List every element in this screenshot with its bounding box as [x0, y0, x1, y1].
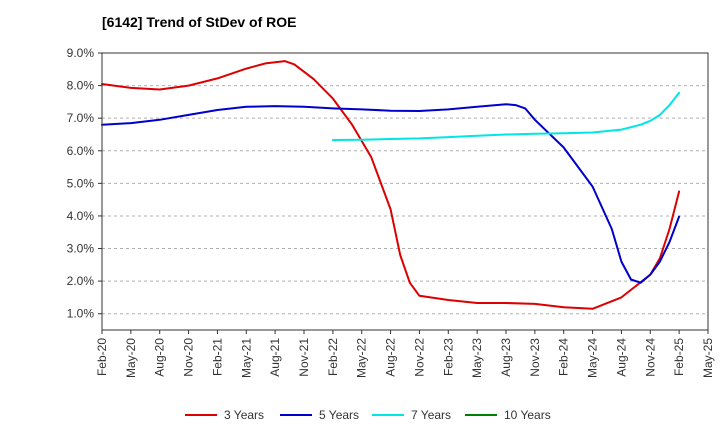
legend-label: 10 Years — [504, 408, 551, 422]
y-tick-label: 9.0% — [67, 46, 95, 60]
legend-item: 3 Years — [185, 408, 264, 422]
x-axis-ticks: Feb-20 May-20 Aug-20 Nov-20 Feb-21 May-21 Aug-… — [95, 330, 715, 378]
series-lines — [101, 60, 681, 310]
y-tick-label: 1.0% — [67, 307, 95, 321]
x-tick-label: May-24 — [586, 338, 600, 378]
x-tick-label: May-23 — [470, 338, 484, 378]
plot-area-frame — [101, 52, 709, 331]
series-line-5-years — [101, 103, 681, 284]
legend-item: 5 Years — [280, 408, 359, 422]
x-tick-label: Feb-25 — [672, 338, 686, 376]
x-tick-label: Feb-20 — [95, 338, 109, 376]
x-tick-label: Aug-24 — [614, 338, 628, 377]
x-tick-label: Aug-20 — [153, 338, 167, 377]
chart-title: [6142] Trend of StDev of ROE — [102, 14, 296, 30]
x-tick-label: May-22 — [355, 338, 369, 378]
y-tick-label: 7.0% — [67, 111, 95, 125]
x-tick-label: Feb-23 — [441, 338, 455, 376]
y-tick-label: 6.0% — [67, 144, 95, 158]
x-tick-label: Nov-23 — [528, 338, 542, 377]
x-tick-label: May-20 — [124, 338, 138, 378]
y-tick-label: 2.0% — [67, 274, 95, 288]
x-tick-label: Aug-23 — [499, 338, 513, 377]
x-tick-label: Feb-24 — [557, 338, 571, 376]
x-tick-label: May-25 — [701, 338, 715, 378]
x-tick-label: Nov-22 — [412, 338, 426, 377]
x-tick-label: Aug-22 — [384, 338, 398, 377]
legend: 3 Years 5 Years 7 Years 10 Years — [185, 408, 551, 422]
x-tick-label: Feb-22 — [326, 338, 340, 376]
series-line-7-years — [331, 91, 681, 141]
legend-item: 7 Years — [372, 408, 451, 422]
y-tick-label: 8.0% — [67, 79, 95, 93]
y-tick-label: 3.0% — [67, 242, 95, 256]
x-tick-label: May-21 — [239, 338, 253, 378]
y-tick-label: 4.0% — [67, 209, 95, 223]
series-line-3-years — [101, 60, 681, 310]
x-tick-label: Nov-20 — [182, 338, 196, 377]
y-axis-ticks: 1.0% 2.0% 3.0% 4.0% 5.0% 6.0% 7.0% 8.0% 9.0% — [67, 46, 102, 321]
legend-item: 10 Years — [465, 408, 551, 422]
legend-label: 3 Years — [224, 408, 264, 422]
x-tick-label: Nov-21 — [297, 338, 311, 377]
legend-label: 7 Years — [411, 408, 451, 422]
legend-label: 5 Years — [319, 408, 359, 422]
x-tick-label: Feb-21 — [210, 338, 224, 376]
y-tick-label: 5.0% — [67, 176, 95, 190]
grid-lines — [102, 52, 708, 315]
x-tick-label: Aug-21 — [268, 338, 282, 377]
x-tick-label: Nov-24 — [643, 338, 657, 377]
